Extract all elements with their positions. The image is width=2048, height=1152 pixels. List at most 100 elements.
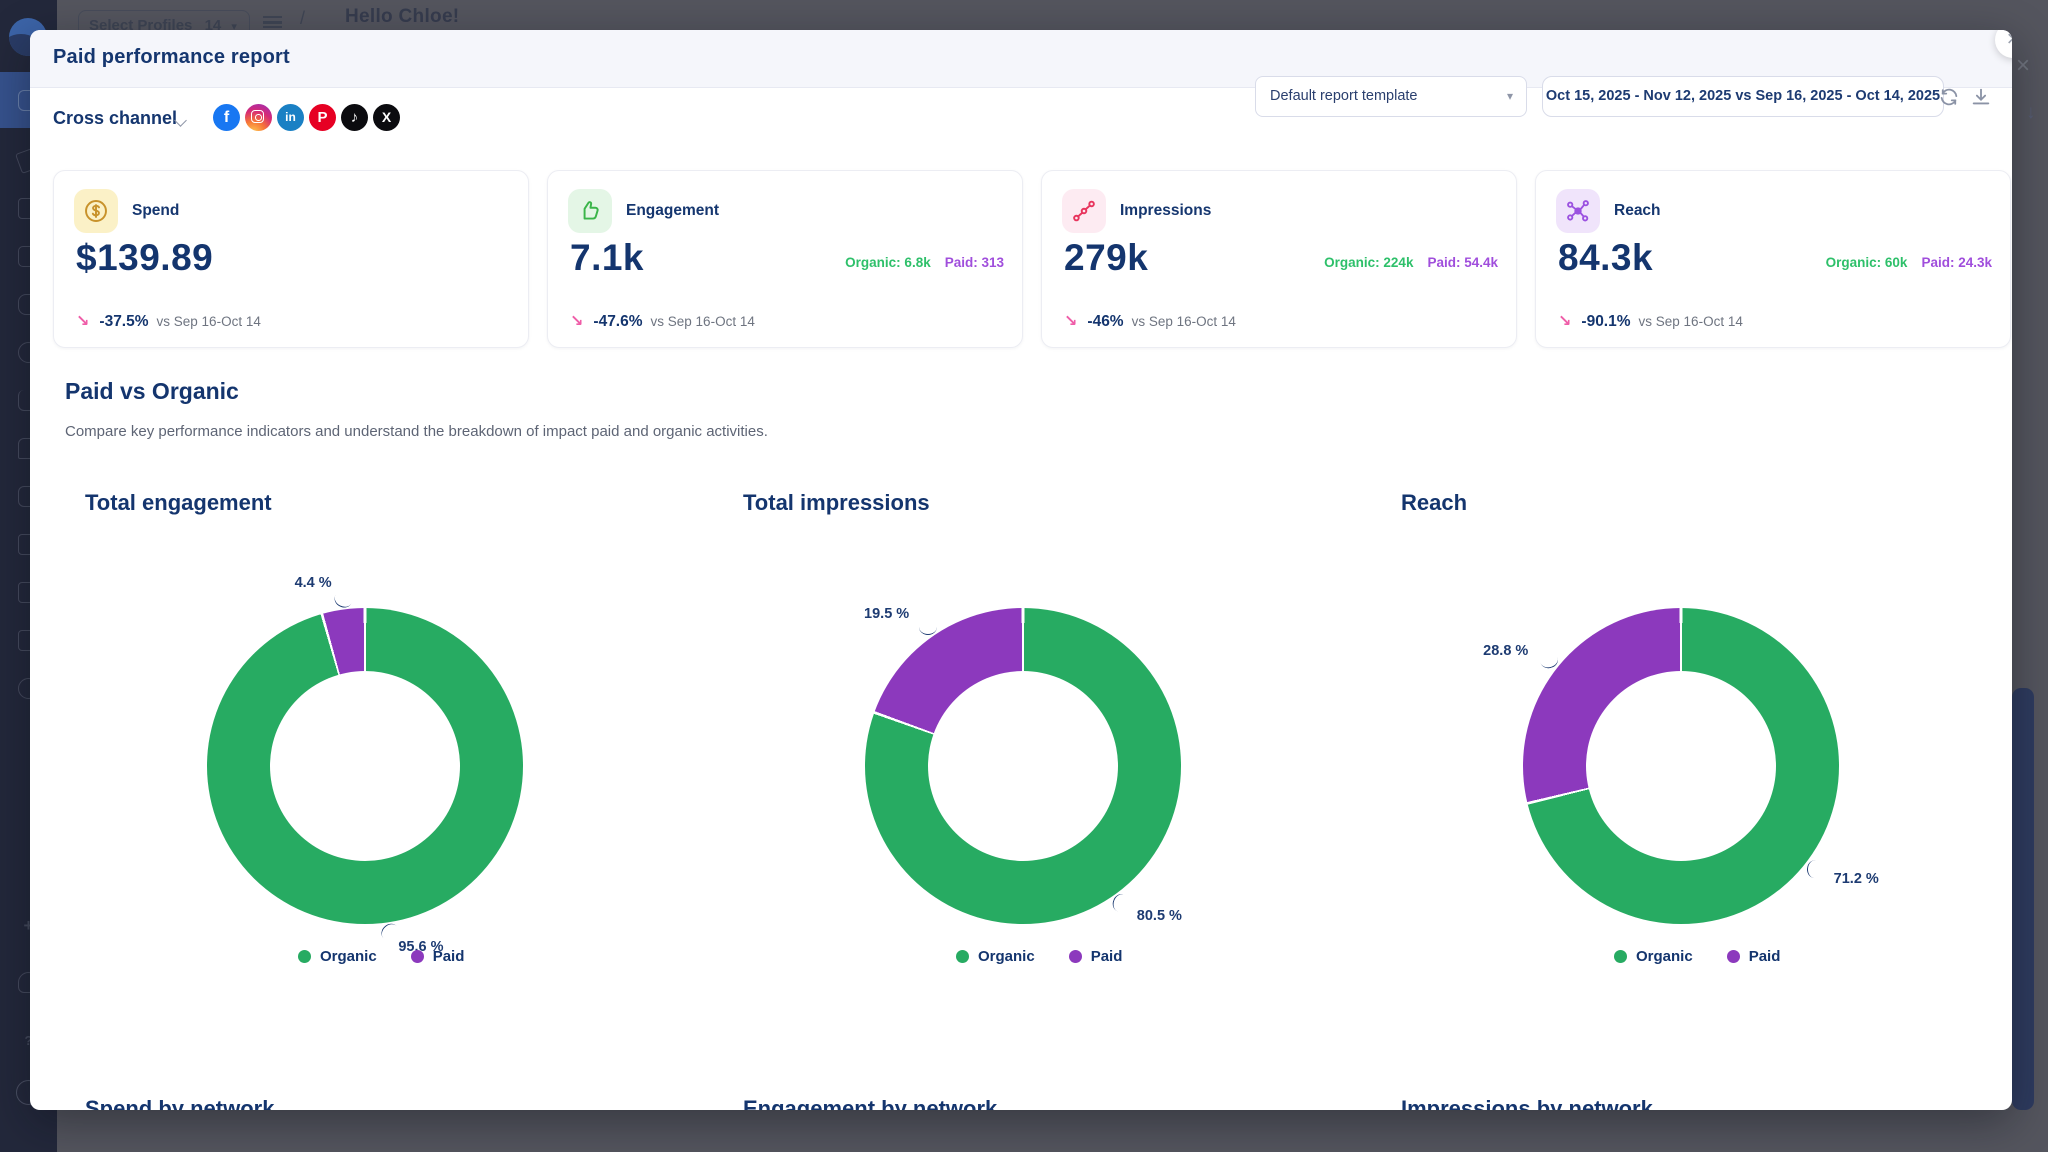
kpi-card-engagement: Engagement 7.1k Organic: 6.8k Paid: 313 ↘… xyxy=(547,170,1023,348)
breadcrumb-separator: / xyxy=(300,8,306,28)
profiles-count-badge: 14 xyxy=(204,17,222,34)
organic-dot-icon xyxy=(956,950,969,963)
kpi-value: 84.3k xyxy=(1558,237,1654,278)
chevron-down-icon: ▾ xyxy=(231,21,237,33)
kpi-value: $139.89 xyxy=(76,237,214,278)
legend-organic[interactable]: Organic xyxy=(1614,948,1693,965)
modal-title: Paid performance report xyxy=(53,46,290,68)
report-template-select[interactable]: Default report template ▾ xyxy=(1255,76,1527,117)
organic-percent-label: 95.6 % xyxy=(398,939,444,956)
donut-ring[interactable] xyxy=(865,608,1181,924)
dollar-circle-icon xyxy=(74,189,118,233)
kpi-compare-period: vs Sep 16-Oct 14 xyxy=(1638,314,1743,329)
paid-vs-organic-charts: Total engagement 4.4 % 95.6 % Organic Pa… xyxy=(30,476,2012,1036)
kpi-card-impressions: Impressions 279k Organic: 224k Paid: 54.4… xyxy=(1041,170,1517,348)
kpi-label: Impressions xyxy=(1120,202,1212,219)
close-button[interactable]: × xyxy=(1995,30,2012,58)
chevron-down-icon: ▾ xyxy=(1506,89,1513,103)
instagram-camera-glyph xyxy=(251,110,264,123)
chart-legend: Organic Paid xyxy=(298,948,464,965)
kpi-delta: -90.1% xyxy=(1581,313,1631,330)
legend-paid-label: Paid xyxy=(1748,948,1781,965)
legend-paid-label: Paid xyxy=(432,948,465,965)
kpi-label: Reach xyxy=(1614,202,1661,219)
paid-stat: Paid: 313 xyxy=(944,255,1004,270)
thumbs-up-icon xyxy=(568,189,612,233)
legend-organic[interactable]: Organic xyxy=(298,948,377,965)
legend-paid[interactable]: Paid xyxy=(1726,948,1781,965)
organic-stat: Organic: 224k xyxy=(1324,255,1414,270)
paid-percent-label: 28.8 % xyxy=(1483,643,1529,660)
kpi-organic-paid-split: Organic: 60k Paid: 24.3k xyxy=(1826,255,1992,270)
kpi-value: 7.1k xyxy=(570,237,645,278)
kpi-compare-period: vs Sep 16-Oct 14 xyxy=(1131,314,1236,329)
paid-dot-icon xyxy=(1068,950,1082,963)
trend-down-arrow-icon: ↘ xyxy=(570,313,584,330)
trend-down-arrow-icon: ↘ xyxy=(1064,313,1078,330)
trend-down-arrow-icon: ↘ xyxy=(76,313,90,330)
kpi-card-reach: Reach 84.3k Organic: 60k Paid: 24.3k ↘ -90… xyxy=(1535,170,2011,348)
donut-chart xyxy=(865,608,1181,924)
bottom-section-title: Spend by network xyxy=(85,1096,275,1110)
date-range-picker[interactable]: Oct 15, 2025 - Nov 12, 2025 vs Sep 16, 2… xyxy=(1542,76,1944,117)
donut-ring[interactable] xyxy=(207,608,523,924)
hamburger-menu-icon[interactable] xyxy=(263,16,282,28)
kpi-delta: -46% xyxy=(1087,313,1124,330)
kpi-delta: -47.6% xyxy=(593,313,643,330)
network-icon xyxy=(1556,189,1600,233)
kpi-organic-paid-split: Organic: 6.8k Paid: 313 xyxy=(845,255,1004,270)
organic-stat: Organic: 60k xyxy=(1825,255,1908,270)
instagram-icon[interactable] xyxy=(245,104,272,131)
donut-chart xyxy=(1523,608,1839,924)
section-description: Compare key performance indicators and u… xyxy=(65,423,768,440)
organic-percent-label: 80.5 % xyxy=(1136,907,1182,924)
trend-down-arrow-icon: ↘ xyxy=(1558,313,1572,330)
select-profiles-label: Select Profiles xyxy=(89,17,193,34)
linkedin-icon[interactable]: in xyxy=(277,104,304,131)
greeting-text: Hello Chloe! xyxy=(345,6,460,27)
scrollbar-thumb[interactable] xyxy=(2012,688,2034,1110)
report-template-value: Default report template xyxy=(1270,88,1418,104)
chart-legend: Organic Paid xyxy=(956,948,1122,965)
channel-selector[interactable]: Cross channel xyxy=(53,108,178,128)
paid-stat: Paid: 24.3k xyxy=(1921,255,1992,270)
chart-total-impressions: Total impressions 19.5 % 80.5 % Organic … xyxy=(743,476,1399,1036)
bottom-section-title: Engagement by network xyxy=(743,1096,998,1110)
kpi-card-spend: Spend $139.89 ↘ -37.5% vs Sep 16-Oct 14 xyxy=(53,170,529,348)
bottom-section-title: Impressions by network xyxy=(1401,1096,1653,1110)
kpi-compare-period: vs Sep 16-Oct 14 xyxy=(650,314,755,329)
organic-percent-label: 71.2 % xyxy=(1833,870,1879,887)
section-title: Paid vs Organic xyxy=(65,378,239,404)
share-nodes-icon xyxy=(1062,189,1106,233)
paid-dot-icon xyxy=(1726,950,1740,963)
chart-title: Total impressions xyxy=(743,490,930,515)
kpi-delta: -37.5% xyxy=(99,313,149,330)
organic-stat: Organic: 6.8k xyxy=(845,255,931,270)
chart-reach: Reach 28.8 % 71.2 % Organic Paid xyxy=(1401,476,2012,1036)
organic-dot-icon xyxy=(1614,950,1627,963)
paid-percent-label: 19.5 % xyxy=(864,606,910,623)
kpi-delta-row: ↘ -37.5% vs Sep 16-Oct 14 xyxy=(76,311,261,331)
refresh-icon[interactable] xyxy=(1938,86,1960,108)
add-plus-icon[interactable]: + xyxy=(23,916,34,935)
legend-paid-label: Paid xyxy=(1090,948,1123,965)
background-download-icon: ↓ xyxy=(2026,102,2036,123)
pinterest-icon[interactable]: P xyxy=(309,104,336,131)
legend-organic[interactable]: Organic xyxy=(956,948,1035,965)
kpi-delta-row: ↘ -47.6% vs Sep 16-Oct 14 xyxy=(570,311,755,331)
kpi-compare-period: vs Sep 16-Oct 14 xyxy=(156,314,261,329)
download-icon[interactable] xyxy=(1970,86,1992,108)
help-question-icon[interactable]: ? xyxy=(24,1033,33,1048)
donut-ring[interactable] xyxy=(1523,608,1839,924)
tiktok-icon[interactable]: ♪ xyxy=(341,104,368,131)
network-icons-row: f in P ♪ X xyxy=(213,104,400,131)
legend-organic-label: Organic xyxy=(978,948,1035,965)
facebook-icon[interactable]: f xyxy=(213,104,240,131)
legend-paid[interactable]: Paid xyxy=(1068,948,1123,965)
legend-paid[interactable]: Paid xyxy=(410,948,465,965)
kpi-delta-row: ↘ -46% vs Sep 16-Oct 14 xyxy=(1064,311,1236,331)
x-twitter-icon[interactable]: X xyxy=(373,104,400,131)
kpi-label: Spend xyxy=(132,202,180,219)
background-topbar: Select Profiles 14 ▾ / Hello Chloe! xyxy=(57,0,2048,44)
